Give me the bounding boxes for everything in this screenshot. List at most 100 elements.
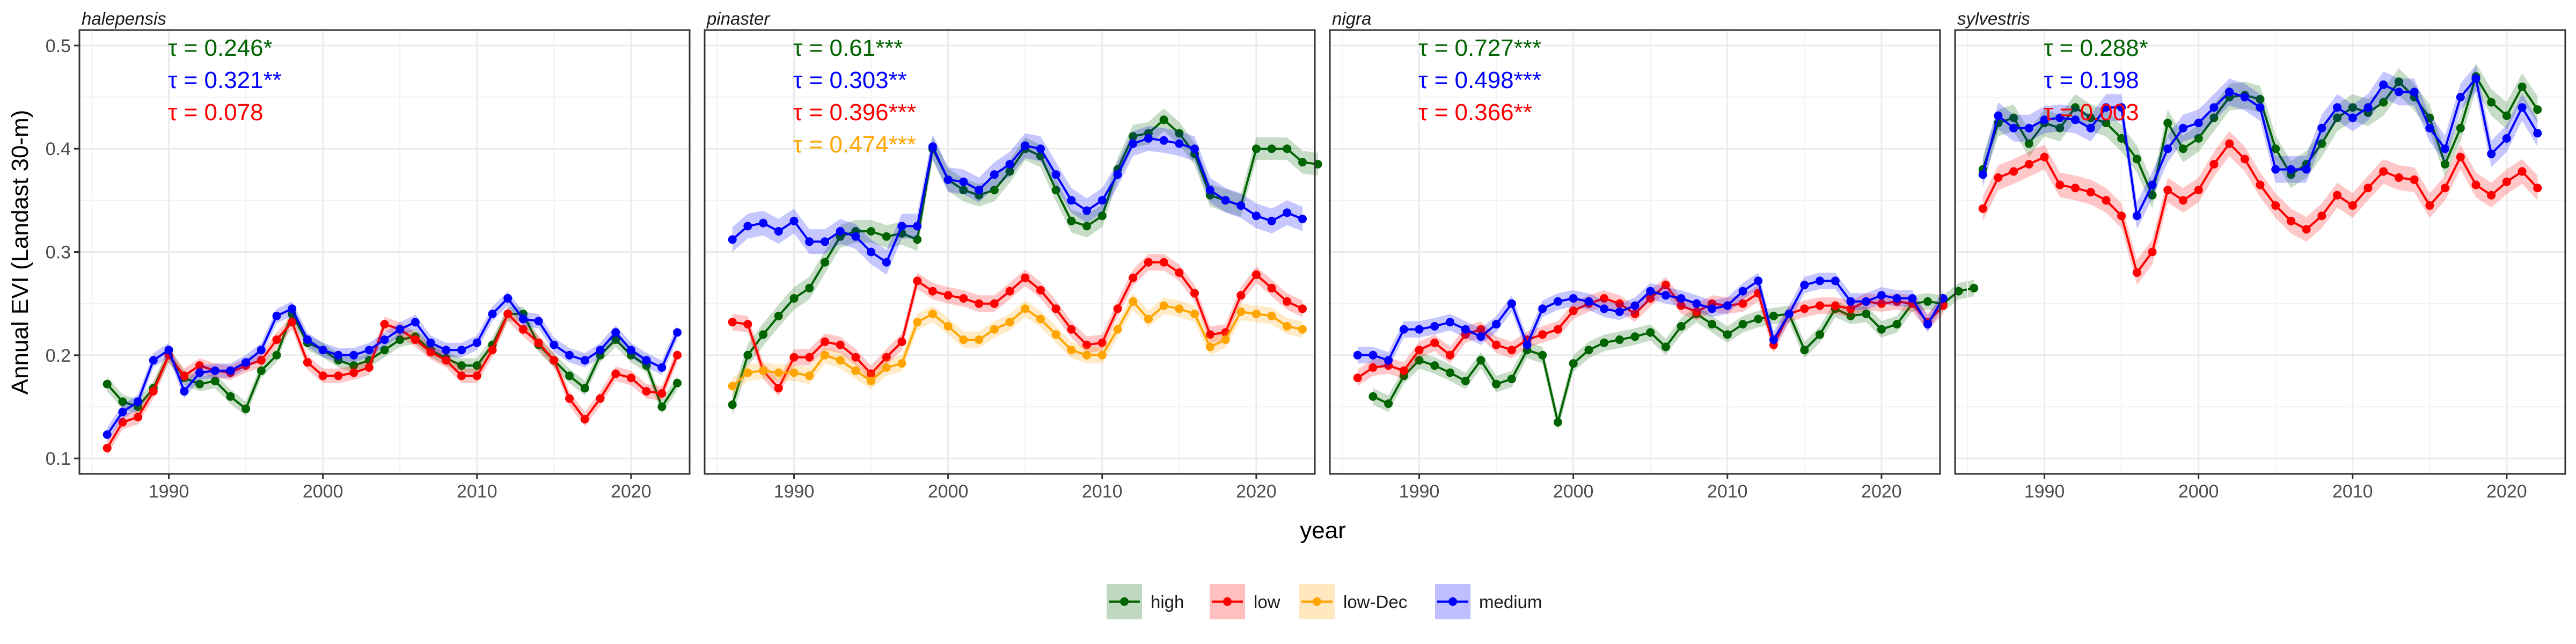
- data-point: [550, 356, 559, 365]
- data-point: [1692, 308, 1701, 316]
- data-point: [457, 361, 466, 370]
- data-point: [2425, 113, 2434, 122]
- series-medium: [1353, 273, 1948, 369]
- data-point: [2533, 184, 2542, 193]
- data-point: [2271, 201, 2280, 210]
- data-point: [1368, 363, 1378, 372]
- data-point: [2071, 103, 2080, 112]
- data-point: [1816, 330, 1824, 339]
- data-point: [1082, 222, 1092, 231]
- data-point: [2487, 191, 2496, 200]
- data-point: [1129, 139, 1138, 148]
- data-point: [1298, 325, 1307, 334]
- data-point: [1708, 304, 1717, 313]
- tau-annotation: τ = 0.474***: [793, 131, 916, 158]
- data-point: [2502, 134, 2511, 143]
- data-point: [882, 232, 891, 241]
- data-point: [2040, 115, 2049, 125]
- data-point: [1097, 211, 1107, 221]
- data-point: [1415, 356, 1424, 365]
- data-point: [1769, 311, 1778, 320]
- data-point: [1283, 297, 1292, 306]
- data-point: [1723, 301, 1732, 310]
- data-point: [195, 368, 204, 377]
- panel-border: [1329, 29, 1941, 475]
- data-point: [1615, 335, 1624, 344]
- data-point: [1646, 328, 1655, 337]
- data-point: [1800, 281, 1809, 289]
- data-point: [2502, 111, 2511, 120]
- data-point: [867, 227, 876, 236]
- data-point: [1283, 208, 1292, 217]
- data-point: [1368, 392, 1378, 401]
- y-tick-label: 0.3: [46, 243, 71, 263]
- data-point: [2132, 211, 2141, 221]
- x-tick-label: 2010: [1082, 481, 1123, 502]
- legend-label: low-Dec: [1343, 592, 1407, 612]
- data-point: [1600, 304, 1609, 313]
- data-point: [2102, 196, 2111, 205]
- tau-annotation: τ = 0.246*: [168, 35, 273, 61]
- tau-annotation: τ = 0.198: [2044, 67, 2139, 93]
- data-point: [1538, 330, 1547, 339]
- data-point: [882, 363, 891, 372]
- y-tick-label: 0.5: [46, 36, 71, 56]
- data-point: [2132, 268, 2141, 277]
- data-point: [2117, 134, 2126, 143]
- data-point: [2425, 123, 2434, 133]
- x-tick-label: 1990: [1399, 481, 1440, 502]
- x-tick-label: 2000: [2178, 481, 2219, 502]
- data-point: [1175, 304, 1184, 313]
- data-point: [288, 318, 297, 327]
- data-point: [2086, 123, 2095, 133]
- tau-annotation: τ = 0.321**: [168, 67, 282, 93]
- x-tick-label: 2010: [457, 481, 497, 502]
- data-point: [1159, 115, 1168, 125]
- data-point: [1221, 335, 1230, 344]
- data-point: [1569, 294, 1578, 303]
- data-point: [2363, 103, 2373, 112]
- data-point: [596, 394, 605, 403]
- data-point: [2394, 77, 2403, 86]
- data-point: [1267, 144, 1276, 153]
- data-point: [272, 311, 281, 320]
- ribbon-high: [107, 306, 678, 416]
- data-point: [1051, 304, 1060, 313]
- data-point: [2456, 123, 2465, 133]
- data-point: [913, 222, 922, 231]
- data-point: [1970, 283, 1979, 292]
- x-tick-label: 2000: [1553, 481, 1594, 502]
- data-point: [2148, 180, 2157, 189]
- data-point: [2163, 144, 2172, 153]
- data-point: [2086, 188, 2095, 196]
- panel-nigra: nigra 1990 2000 2010 2020 τ = 0.727*** τ = 0.4…: [1329, 9, 1979, 502]
- data-point: [2225, 139, 2234, 148]
- data-point: [2024, 139, 2033, 148]
- data-point: [565, 371, 574, 380]
- data-point: [1113, 170, 1122, 179]
- data-point: [318, 371, 327, 380]
- data-point: [1476, 356, 1485, 365]
- data-point: [1476, 325, 1485, 334]
- data-point: [2132, 155, 2141, 164]
- data-point: [897, 222, 906, 231]
- data-point: [1569, 359, 1578, 368]
- data-point: [1615, 299, 1624, 308]
- data-point: [759, 330, 768, 339]
- data-point: [118, 407, 127, 416]
- data-point: [2117, 211, 2126, 221]
- data-point: [897, 359, 906, 368]
- data-point: [821, 237, 829, 246]
- data-point: [1507, 299, 1516, 308]
- data-point: [241, 358, 251, 367]
- data-point: [2317, 211, 2326, 221]
- data-point: [2379, 80, 2388, 89]
- data-point: [1877, 291, 1886, 300]
- data-point: [611, 328, 620, 337]
- panel-title: sylvestris: [1957, 9, 2030, 28]
- data-point: [2533, 129, 2542, 138]
- data-point: [1236, 201, 1246, 210]
- data-point: [442, 346, 451, 355]
- data-point: [2148, 247, 2157, 257]
